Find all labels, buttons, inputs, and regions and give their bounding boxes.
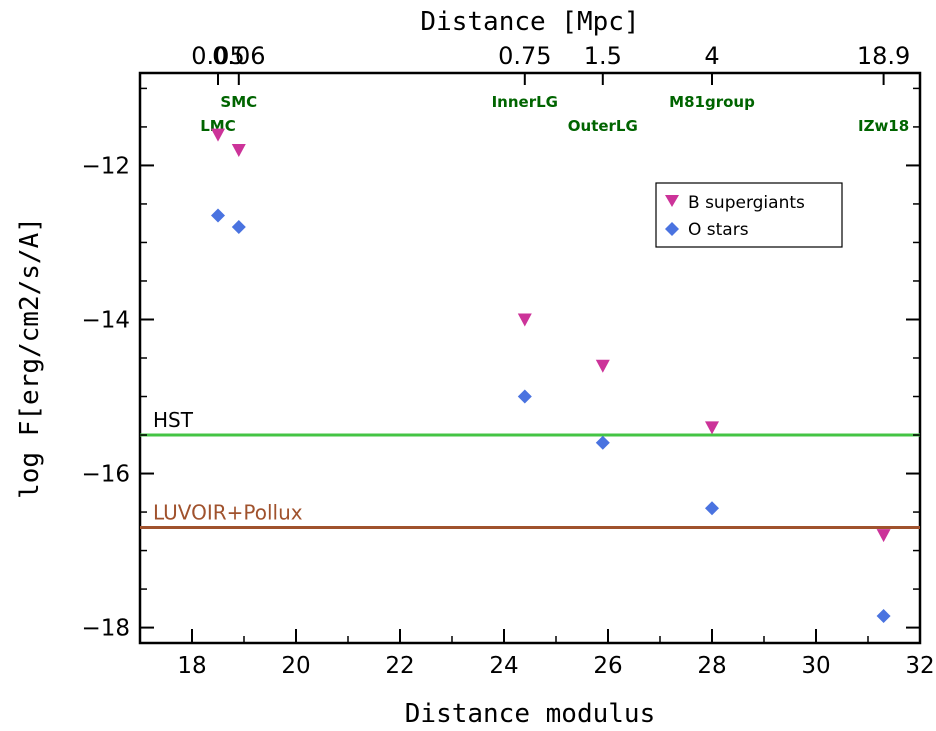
- legend-label-b-supergiants: B supergiants: [688, 193, 805, 213]
- tick-labels: 18 20 22 24 26 28 30 32 −18 −16 −14 −12 0.050.06 0.75…: [81, 42, 934, 679]
- marker-b-supergiants-1: [231, 144, 246, 158]
- x-axis-title: Distance modulus: [405, 699, 655, 729]
- top-tick-label-1-5: 1.5: [584, 42, 622, 70]
- legend: B supergiants O stars: [655, 182, 843, 248]
- marker-o-stars-5: [876, 609, 891, 624]
- y-tick-label: −12: [81, 153, 130, 179]
- x-tick-label-28: 28: [697, 653, 726, 679]
- marker-b-supergiants-5: [876, 529, 891, 543]
- top-tick-label-4: 4: [704, 42, 719, 70]
- x-tick-label-32: 32: [905, 653, 934, 679]
- marker-b-supergiants-0: [211, 128, 225, 142]
- x-tick-label-18: 18: [177, 653, 206, 679]
- top-tick-label-18-9: 18.9: [857, 42, 910, 70]
- top-axis-title: Distance [Mpc]: [420, 7, 639, 37]
- marker-b-supergiants-3: [595, 359, 610, 373]
- legend-marker-b-supergiants: [665, 195, 679, 207]
- galaxy-label-innerlg: InnerLG: [492, 93, 558, 111]
- reference-lines: HST LUVOIR+Pollux: [140, 408, 920, 529]
- top-tick-label-0-75: 0.75: [498, 42, 551, 70]
- marker-o-stars-3: [595, 435, 610, 450]
- galaxy-label-smc: SMC: [220, 93, 257, 111]
- plot-frame: [138, 71, 922, 645]
- marker-o-stars-4: [705, 501, 719, 516]
- legend-box: [655, 182, 843, 248]
- legend-marker-o-stars: [665, 222, 679, 236]
- x-tick-label-22: 22: [385, 653, 414, 679]
- galaxy-label-outerlg: OuterLG: [568, 117, 638, 135]
- x-tick-label-24: 24: [489, 653, 518, 679]
- y-axis-title: log F[erg/cm2/s/A]: [15, 217, 45, 499]
- galaxy-labels: LMC SMC InnerLG OuterLG M81group IZw18: [200, 93, 909, 135]
- galaxy-label-lmc: LMC: [200, 117, 236, 135]
- marker-b-supergiants-2: [517, 313, 532, 327]
- x-tick-label-20: 20: [281, 653, 310, 679]
- y-tick-label: −18: [81, 616, 130, 642]
- data-markers: [211, 128, 891, 624]
- galaxy-label-izw18: IZw18: [858, 117, 909, 135]
- ref-label-luvoir-pollux: LUVOIR+Pollux: [153, 500, 303, 524]
- legend-label-o-stars: O stars: [688, 220, 749, 240]
- y-tick-label: −16: [81, 462, 130, 488]
- x-tick-label-26: 26: [593, 653, 622, 679]
- marker-o-stars-2: [517, 389, 532, 404]
- y-tick-label: −14: [81, 307, 130, 333]
- marker-b-supergiants-4: [705, 421, 719, 435]
- marker-o-stars-0: [211, 208, 225, 223]
- axis-ticks: [139, 73, 921, 643]
- top-tick-label-0-06: 0.06: [212, 42, 265, 70]
- marker-o-stars-1: [231, 220, 246, 235]
- x-tick-label-30: 30: [801, 653, 830, 679]
- galaxy-label-m81group: M81group: [669, 93, 755, 111]
- top-tick-label-0-05: 0.05: [191, 42, 244, 70]
- ref-label-hst: HST: [153, 408, 194, 432]
